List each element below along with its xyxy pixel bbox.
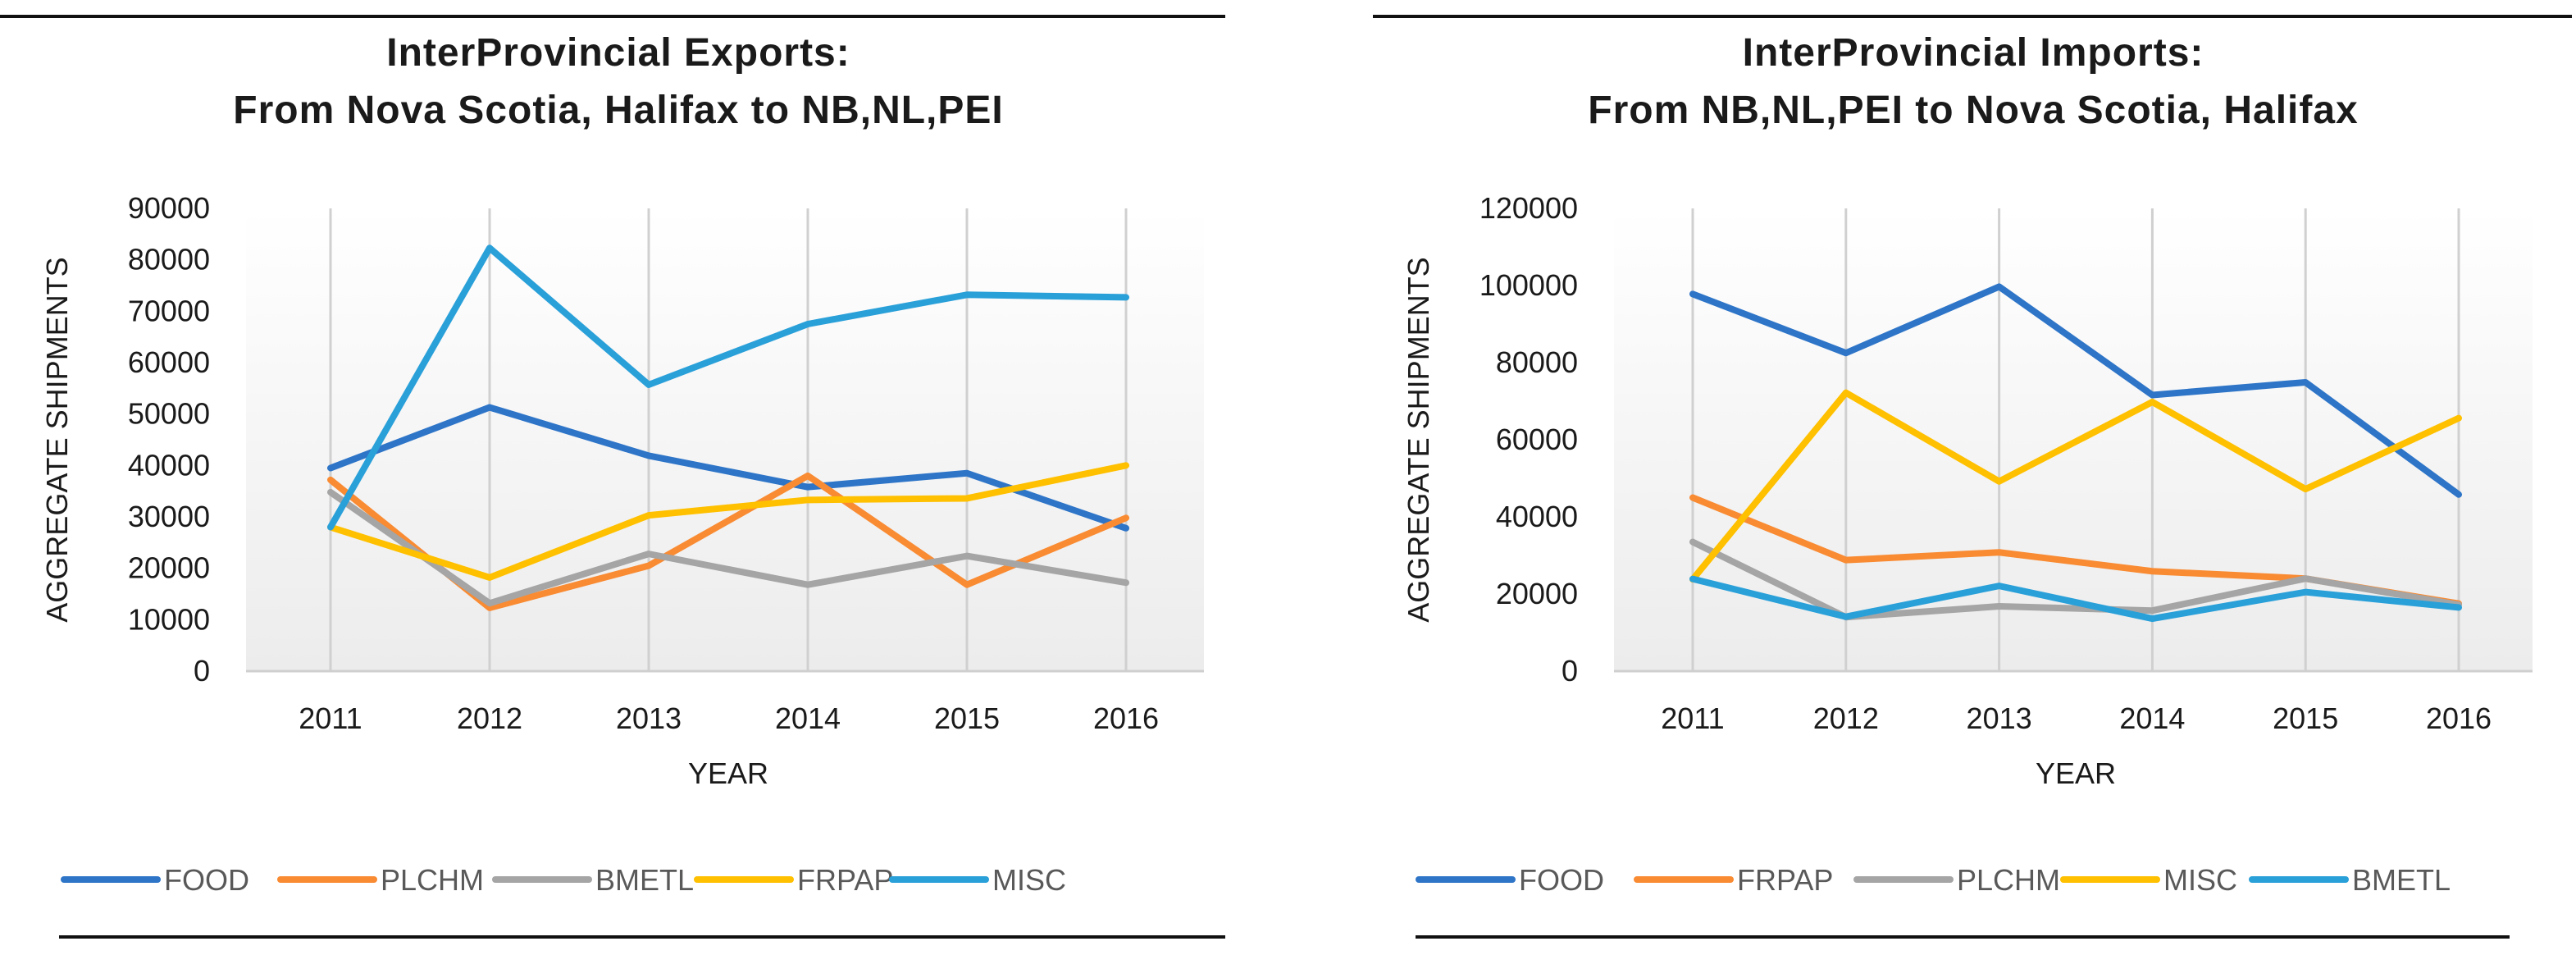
exports-y-tick-label: 30000 (128, 500, 210, 533)
exports-x-axis-title: YEAR (688, 756, 768, 790)
exports-y-tick-label: 70000 (128, 294, 210, 327)
exports-y-axis-title: AGGREGATE SHIPMENTS (40, 257, 74, 622)
imports-y-tick-label: 100000 (1479, 268, 1578, 302)
imports-chart-title-line-2: From NB,NL,PEI to Nova Scotia, Halifax (1588, 89, 2359, 132)
exports-chart-panel: InterProvincial Exports: From Nova Scotia… (0, 0, 1247, 955)
exports-x-tick-label: 2012 (457, 701, 522, 735)
exports-x-tick-label: 2014 (775, 701, 841, 735)
imports-series-line-bmetl (1689, 575, 2462, 623)
exports-y-tick-label: 0 (194, 654, 210, 688)
imports-y-axis-title: AGGREGATE SHIPMENTS (1402, 257, 1435, 622)
exports-legend-label-misc: MISC (992, 863, 1066, 897)
exports-series-line-bmetl (327, 488, 1129, 607)
imports-x-tick-label: 2015 (2273, 701, 2338, 735)
exports-x-tick-label: 2011 (299, 701, 362, 735)
imports-y-tick-label: 120000 (1479, 191, 1578, 225)
exports-series-line-misc (327, 244, 1129, 531)
exports-legend-label-plchm: PLCHM (381, 863, 484, 897)
imports-series-line-misc (1689, 389, 2462, 583)
exports-series-line-food (327, 404, 1129, 532)
exports-y-tick-label: 60000 (128, 345, 210, 379)
exports-y-tick-label: 50000 (128, 397, 210, 431)
imports-x-tick-label: 2014 (2119, 701, 2185, 735)
exports-x-tick-label: 2015 (934, 701, 1000, 735)
exports-y-tick-label: 90000 (128, 191, 210, 225)
imports-series-line-food (1689, 283, 2462, 498)
imports-legend-label-misc: MISC (2163, 863, 2237, 897)
imports-legend-label-frpap: FRPAP (1737, 863, 1833, 897)
exports-chart-title-line-2: From Nova Scotia, Halifax to NB,NL,PEI (233, 89, 1004, 132)
exports-series-line-frpap (327, 462, 1129, 581)
imports-legend-label-plchm: PLCHM (1957, 863, 2060, 897)
exports-legend-label-food: FOOD (164, 863, 249, 897)
exports-legend-label-bmetl: BMETL (595, 863, 694, 897)
imports-y-tick-label: 60000 (1496, 423, 1578, 456)
imports-x-tick-label: 2013 (1967, 701, 2032, 735)
imports-legend-label-bmetl: BMETL (2352, 863, 2451, 897)
imports-chart-panel: InterProvincial Imports: From NB,NL,PEI t… (1361, 0, 2576, 955)
exports-x-tick-label: 2013 (616, 701, 682, 735)
imports-x-tick-label: 2012 (1813, 701, 1879, 735)
imports-x-axis-title: YEAR (2036, 756, 2116, 790)
exports-y-tick-label: 10000 (128, 602, 210, 636)
exports-chart: InterProvincial Exports: From Nova Scotia… (0, 15, 1225, 939)
exports-x-tick-label: 2016 (1093, 701, 1159, 735)
exports-chart-title-line-1: InterProvincial Exports: (386, 31, 850, 75)
exports-y-tick-label: 20000 (128, 551, 210, 585)
exports-y-tick-label: 40000 (128, 448, 210, 482)
imports-series-line-plchm (1689, 538, 2462, 621)
imports-y-tick-label: 40000 (1496, 500, 1578, 533)
imports-chart: InterProvincial Imports: From NB,NL,PEI t… (1373, 15, 2572, 939)
imports-x-tick-label: 2016 (2426, 701, 2492, 735)
imports-x-tick-label: 2011 (1661, 701, 1724, 735)
exports-legend-label-frpap: FRPAP (797, 863, 893, 897)
exports-plot-area (246, 208, 1204, 671)
imports-y-tick-label: 20000 (1496, 577, 1578, 610)
imports-chart-title-line-1: InterProvincial Imports: (1743, 31, 2204, 75)
imports-legend-label-food: FOOD (1519, 863, 1604, 897)
imports-y-tick-label: 80000 (1496, 345, 1578, 379)
imports-y-tick-label: 0 (1562, 654, 1578, 688)
exports-y-tick-label: 80000 (128, 243, 210, 276)
